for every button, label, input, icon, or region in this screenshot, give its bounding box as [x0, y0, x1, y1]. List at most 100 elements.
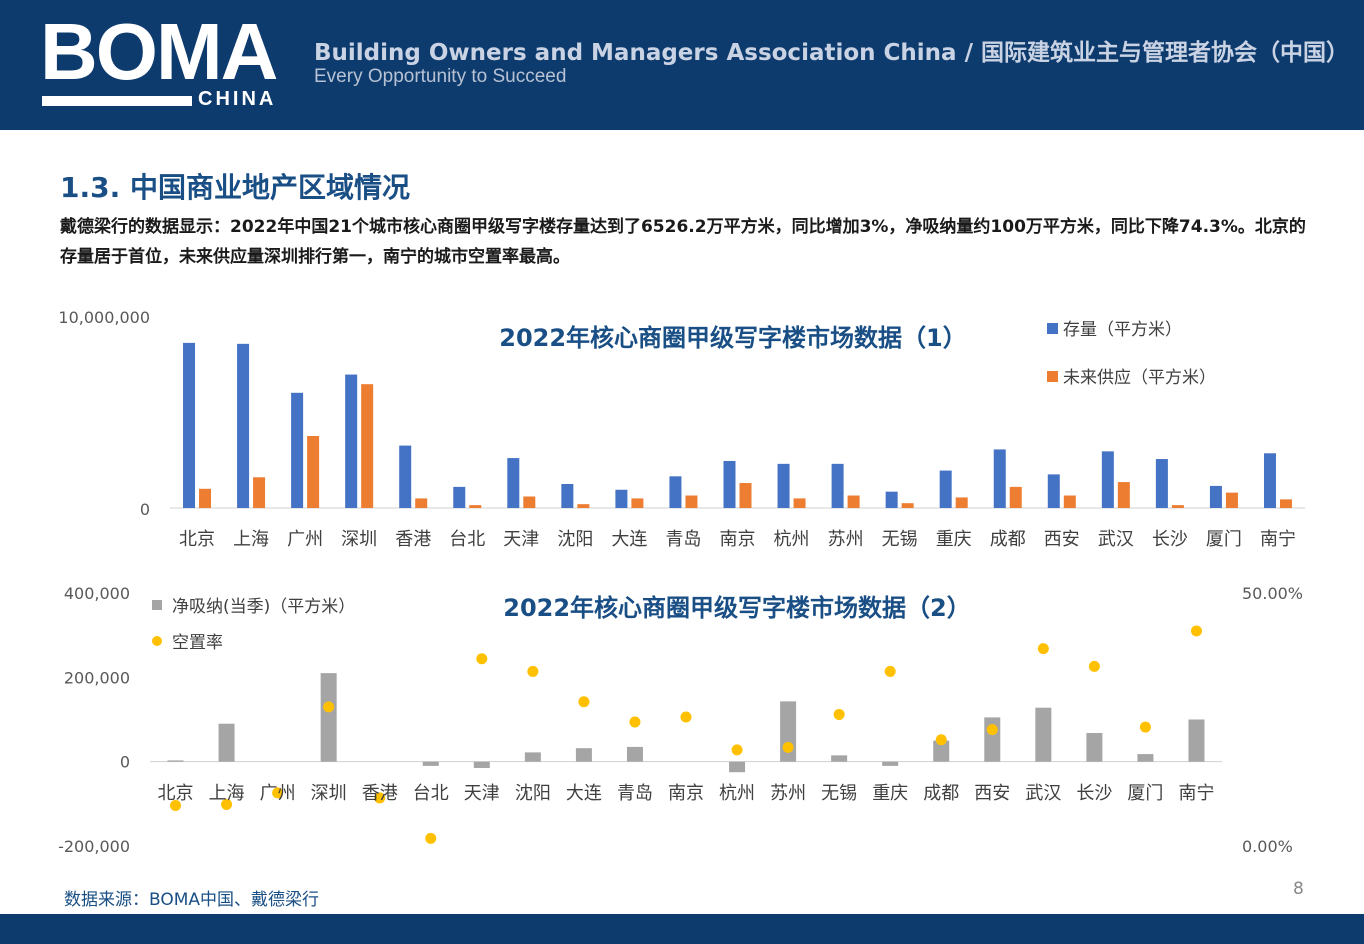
stock-bar: [1209, 485, 1222, 508]
chart1-category-label: 厦门: [1206, 529, 1242, 550]
logo-sub: CHINA: [198, 88, 277, 110]
supply-bar: [199, 488, 212, 508]
supply-bar: [631, 498, 644, 508]
legend-vacancy-label: 空置率: [172, 633, 223, 653]
chart2-category-label: 大连: [566, 783, 602, 804]
absorption-bar: [320, 673, 337, 762]
vacancy-point: [782, 741, 794, 753]
supply-bar: [901, 503, 914, 508]
stock-bar: [183, 342, 196, 508]
supply-bar: [739, 483, 752, 508]
supply-bar: [307, 436, 320, 508]
legend-supply-label: 未来供应（平方米）: [1063, 368, 1216, 388]
stock-bar: [993, 449, 1006, 508]
chart2-category-label: 南京: [668, 783, 704, 804]
stock-bar: [669, 476, 682, 508]
vacancy-point: [1190, 625, 1202, 637]
stock-bar: [777, 463, 790, 508]
stock-bar: [723, 460, 736, 508]
supply-bar: [361, 384, 374, 508]
boma-logo: BOMA: [40, 7, 278, 96]
absorption-bar: [933, 740, 950, 762]
chart2-category-label: 深圳: [311, 783, 347, 804]
stock-bar: [507, 458, 520, 508]
legend-absorption-label: 净吸纳(当季)（平方米）: [172, 597, 355, 617]
supply-bar: [577, 504, 590, 508]
absorption-bar: [882, 761, 899, 766]
vacancy-point: [680, 711, 692, 723]
absorption-bar: [1137, 754, 1154, 762]
chart2-category-label: 香港: [362, 783, 398, 804]
chart2-category-label: 台北: [413, 783, 449, 804]
chart1-category-label: 重庆: [936, 529, 972, 550]
chart1-category-label: 苏州: [828, 529, 864, 550]
vacancy-point: [374, 792, 386, 804]
chart2-ytick-label: 400,000: [64, 584, 130, 603]
chart2-category-label: 苏州: [770, 783, 806, 804]
supply-bar: [1063, 495, 1076, 508]
vacancy-point: [476, 653, 488, 665]
stock-bar: [831, 463, 844, 508]
page-number: 8: [1293, 879, 1304, 899]
stock-bar: [345, 374, 358, 508]
vacancy-point: [221, 799, 233, 811]
absorption-bar: [984, 717, 1001, 762]
vacancy-point: [731, 744, 743, 756]
stock-bar: [1047, 474, 1060, 508]
legend-absorption-swatch: [152, 600, 162, 610]
vacancy-point: [272, 787, 284, 799]
supply-bar: [253, 477, 266, 508]
chart2-category-label: 沈阳: [515, 783, 551, 804]
supply-bar: [1171, 505, 1184, 508]
chart2-category-label: 南宁: [1178, 783, 1214, 804]
chart1-category-label: 西安: [1044, 529, 1080, 550]
chart1-category-label: 无锡: [882, 529, 918, 550]
chart2-ytick-label: -200,000: [58, 837, 130, 856]
legend-stock-swatch: [1047, 323, 1058, 334]
absorption-bar: [473, 761, 490, 768]
chart1-category-label: 杭州: [774, 529, 810, 550]
supply-bar: [1009, 486, 1022, 508]
chart1-category-label: 广州: [287, 529, 323, 550]
stock-bar: [939, 470, 952, 508]
stock-bar: [615, 489, 628, 508]
supply-bar: [685, 495, 698, 508]
absorption-bar: [575, 748, 592, 762]
stock-bar: [1263, 453, 1276, 508]
absorption-bar: [524, 752, 541, 762]
absorption-bar: [1188, 719, 1205, 762]
vacancy-point: [1037, 643, 1049, 655]
chart1-category-label: 长沙: [1152, 529, 1188, 550]
chart1-category-label: 香港: [395, 529, 431, 550]
stock-bar: [291, 392, 304, 508]
chart2-category-label: 上海: [209, 783, 245, 804]
vacancy-point: [884, 665, 896, 677]
chart2-category-label: 青岛: [617, 783, 653, 804]
absorption-bar: [626, 746, 643, 762]
chart1-category-label: 青岛: [665, 529, 701, 550]
stock-bar: [453, 486, 466, 508]
chart2-category-label: 北京: [158, 783, 194, 804]
org-name: Building Owners and Managers Association…: [314, 40, 1349, 66]
supply-bar: [1225, 492, 1238, 508]
chart2-category-label: 天津: [464, 783, 500, 804]
chart1-category-label: 深圳: [341, 529, 377, 550]
absorption-bar: [422, 761, 439, 766]
stock-bar: [237, 343, 250, 508]
supply-bar: [955, 497, 968, 508]
supply-bar: [793, 498, 806, 508]
vacancy-point: [1088, 660, 1100, 672]
vacancy-point: [578, 696, 590, 708]
legend-supply-swatch: [1047, 371, 1058, 382]
chart2-category-label: 重庆: [872, 783, 908, 804]
absorption-bar: [167, 760, 184, 762]
header-banner: BOMA CHINA Building Owners and Managers …: [0, 0, 1364, 130]
chart1-category-label: 沈阳: [557, 529, 593, 550]
chart1-category-label: 武汉: [1098, 529, 1134, 550]
chart1-category-label: 南京: [720, 529, 756, 550]
chart2-category-label: 武汉: [1025, 783, 1061, 804]
vacancy-point: [986, 724, 998, 736]
legend-vacancy-swatch: [152, 636, 162, 646]
vacancy-point: [425, 832, 437, 844]
